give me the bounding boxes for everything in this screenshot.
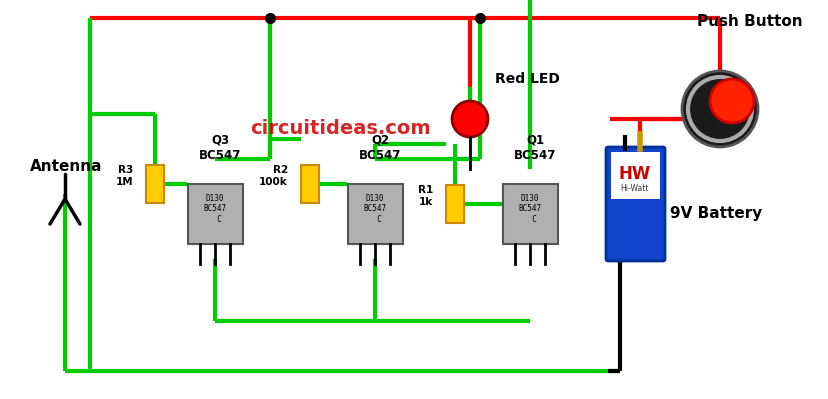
Text: R2
100k: R2 100k xyxy=(259,165,287,187)
Bar xyxy=(301,165,319,203)
Circle shape xyxy=(451,101,488,137)
Text: 9V Battery: 9V Battery xyxy=(669,207,761,221)
Text: D130
BC547
  C: D130 BC547 C xyxy=(363,194,386,224)
Text: Push Button: Push Button xyxy=(696,14,802,29)
Text: circuitideas.com: circuitideas.com xyxy=(249,119,430,138)
Bar xyxy=(503,184,557,244)
Text: Red LED: Red LED xyxy=(494,72,559,86)
Circle shape xyxy=(709,79,753,123)
Text: R1
1k: R1 1k xyxy=(417,185,432,207)
Bar xyxy=(348,184,402,244)
Text: Q3
BC547: Q3 BC547 xyxy=(199,134,241,162)
Text: Hi-Watt: Hi-Watt xyxy=(620,184,648,194)
Text: Q1
BC547: Q1 BC547 xyxy=(513,134,556,162)
Text: D130
BC547
  C: D130 BC547 C xyxy=(203,194,226,224)
FancyBboxPatch shape xyxy=(605,147,664,261)
Text: Antenna: Antenna xyxy=(30,159,103,174)
Text: Q2
BC547: Q2 BC547 xyxy=(359,134,401,162)
Bar xyxy=(188,184,243,244)
Text: D130
BC547
  C: D130 BC547 C xyxy=(518,194,541,224)
Bar xyxy=(146,165,164,203)
Bar xyxy=(445,185,464,223)
Text: R3
1M: R3 1M xyxy=(115,165,132,187)
Text: HW: HW xyxy=(619,165,650,183)
Circle shape xyxy=(681,71,757,147)
Bar xyxy=(610,152,659,199)
